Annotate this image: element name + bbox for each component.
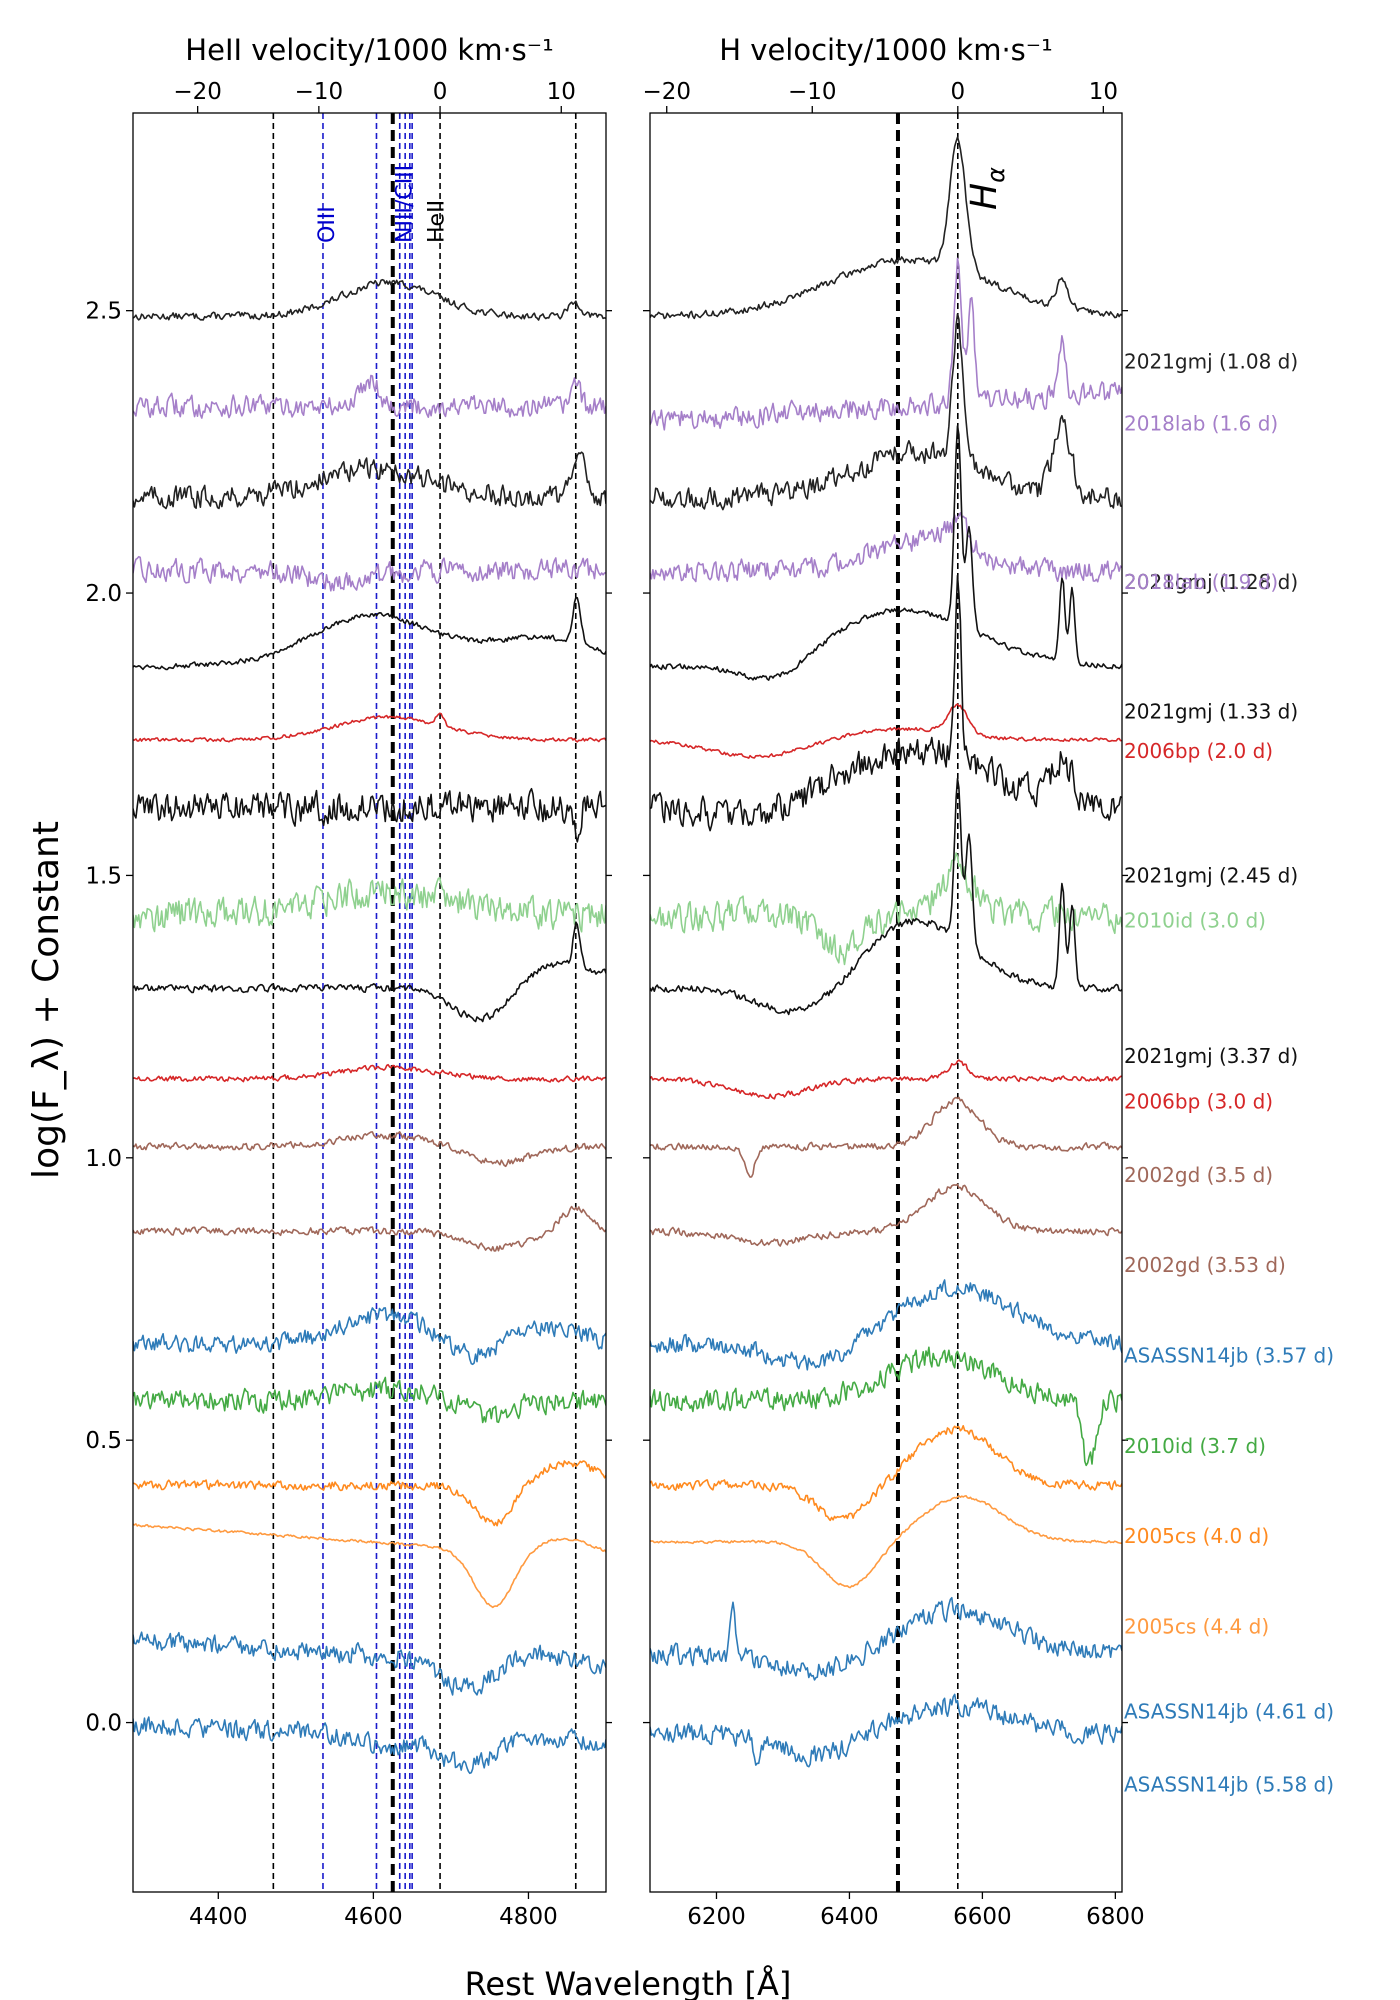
legend-series-label: 2021gmj (2.45 d) xyxy=(1124,863,1298,887)
y-tick-label: 0.0 xyxy=(85,1711,122,1737)
left-spectrum-line xyxy=(133,876,606,933)
left-top-tick-label: 10 xyxy=(547,79,576,105)
right-spectrum-line xyxy=(650,1059,1122,1100)
left-spectrum-line xyxy=(133,1716,606,1775)
left-spectrum-line xyxy=(133,278,606,321)
legend-series-label: 2006bp (2.0 d) xyxy=(1124,739,1273,763)
legend-series-label: 2021gmj (1.33 d) xyxy=(1124,700,1298,724)
right-spectrum-line xyxy=(650,703,1122,759)
right-spectrum-line xyxy=(650,574,1122,832)
right-spectrum-line xyxy=(650,1596,1122,1681)
left-spectrum-line xyxy=(133,1063,606,1083)
y-tick-label: 1.0 xyxy=(85,1146,122,1172)
right-x-tick-label: 6600 xyxy=(953,1904,1012,1930)
left-spectrum-line xyxy=(133,1460,606,1527)
y-tick-label: 2.0 xyxy=(85,581,122,607)
right-x-tick-label: 6400 xyxy=(820,1904,879,1930)
left-spectrum-line xyxy=(133,921,606,1023)
legend-series-label: ASASSN14jb (3.57 d) xyxy=(1124,1343,1334,1367)
right-spectrum-line xyxy=(650,136,1122,320)
right-top-tick-label: 10 xyxy=(1089,79,1118,105)
legend-series-label: 2021gmj (3.37 d) xyxy=(1124,1044,1298,1068)
left-spectrum-line xyxy=(133,1205,606,1252)
left-spectrum-line xyxy=(133,787,606,843)
legend-series-label: 2002gd (3.5 d) xyxy=(1124,1163,1273,1187)
left-x-tick-label: 4800 xyxy=(499,1904,558,1930)
left-spectrum-line xyxy=(133,1523,606,1609)
left-spectrum-line xyxy=(133,555,606,592)
left-spectrum-line xyxy=(133,451,606,510)
y-tick-label: 1.5 xyxy=(85,863,122,889)
legend-series-label: 2005cs (4.0 d) xyxy=(1124,1524,1269,1548)
legend-series-label: ASASSN14jb (4.61 d) xyxy=(1124,1699,1334,1723)
x-axis-title: Rest Wavelength [Å] xyxy=(465,1965,792,2000)
left-top-tick-label: −20 xyxy=(173,79,222,105)
legend-series-label: 2005cs (4.4 d) xyxy=(1124,1615,1269,1639)
right-spectrum-line xyxy=(650,1346,1122,1467)
right-spectrum-line xyxy=(650,1425,1122,1522)
y-axis-title: log(F_λ) + Constant xyxy=(26,821,67,1179)
legend-series-label: ASASSN14jb (5.58 d) xyxy=(1124,1773,1334,1797)
left-x-tick-label: 4600 xyxy=(344,1904,403,1930)
left-spectrum-line xyxy=(133,374,606,419)
right-spectrum-line xyxy=(650,1096,1122,1178)
right-spectrum-line xyxy=(650,1495,1122,1589)
left-top-tick-label: 0 xyxy=(433,79,448,105)
h-alpha-label: Hα xyxy=(964,167,1010,210)
right-top-tick-label: 0 xyxy=(950,79,965,105)
legend-series-label: 2002gd (3.53 d) xyxy=(1124,1253,1286,1277)
left-x-tick-label: 4400 xyxy=(189,1904,248,1930)
spectral-line-label: OIII xyxy=(315,206,340,243)
legend-series-label: 2010id (3.7 d) xyxy=(1124,1434,1266,1458)
right-top-tick-label: −20 xyxy=(642,79,691,105)
spectral-line-label: NIII/CIII xyxy=(393,165,418,243)
legend-series-label: 2010id (3.0 d) xyxy=(1124,909,1266,933)
left-spectrum-line xyxy=(133,1631,606,1696)
left-spectrum-line xyxy=(133,596,606,671)
spectral-line-label: HeII xyxy=(424,200,449,243)
left-spectrum-line xyxy=(133,1131,606,1168)
right-spectrum-line xyxy=(650,257,1122,431)
right-spectrum-line xyxy=(650,1183,1122,1247)
left-top-tick-label: −10 xyxy=(295,79,344,105)
left-spectrum-line xyxy=(133,1307,606,1366)
right-panel-plot-area xyxy=(650,113,1122,1892)
left-top-axis-title: HeII velocity/1000 km·s⁻¹ xyxy=(185,33,553,67)
right-spectrum-line xyxy=(650,852,1122,966)
right-spectrum-line xyxy=(650,425,1122,681)
legend-series-label: 2021gmj (1.28 d) xyxy=(1124,570,1298,594)
right-spectrum-line xyxy=(650,777,1122,1016)
left-panel-plot-area xyxy=(133,113,606,1892)
right-panel-frame xyxy=(649,112,1123,1893)
right-spectrum-line xyxy=(650,1693,1122,1768)
legend-series-label: 2021gmj (1.08 d) xyxy=(1124,349,1298,373)
left-panel-frame xyxy=(132,112,607,1893)
right-spectrum-line xyxy=(650,1279,1122,1371)
right-top-axis-title: H velocity/1000 km·s⁻¹ xyxy=(719,33,1052,67)
right-spectrum-line xyxy=(650,512,1122,583)
legend-series-label: 2018lab (1.6 d) xyxy=(1124,412,1278,436)
right-x-tick-label: 6200 xyxy=(687,1904,746,1930)
legend-series-label: 2018lab (1.9 d) xyxy=(1124,570,1278,594)
y-tick-label: 2.5 xyxy=(85,299,122,325)
right-x-tick-label: 6800 xyxy=(1086,1904,1145,1930)
right-spectrum-line xyxy=(650,313,1122,511)
legend-series-label: 2006bp (3.0 d) xyxy=(1124,1089,1273,1113)
y-tick-label: 0.5 xyxy=(85,1428,122,1454)
right-top-tick-label: −10 xyxy=(788,79,837,105)
left-spectrum-line xyxy=(133,712,606,743)
left-spectrum-line xyxy=(133,1376,606,1424)
